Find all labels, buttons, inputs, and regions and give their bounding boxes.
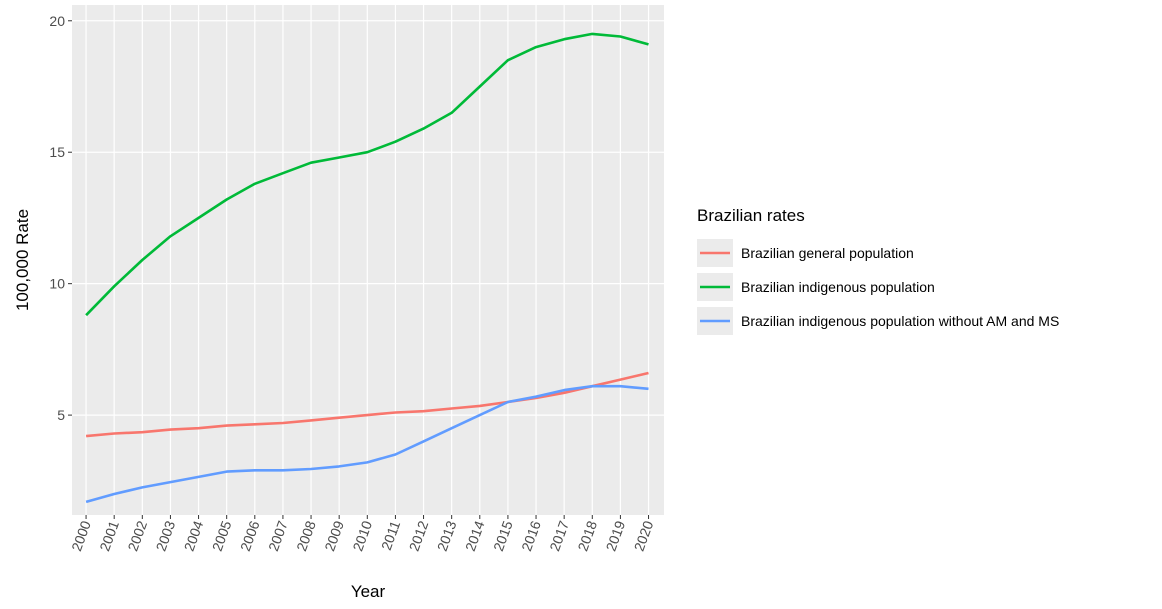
x-tick-label: 2016 <box>518 518 544 553</box>
data-line <box>85 32 649 317</box>
x-tick-label: 2017 <box>546 518 572 553</box>
x-tick-label: 2002 <box>124 518 150 553</box>
y-tick-label: 5 <box>57 407 65 423</box>
data-line <box>85 371 649 438</box>
y-tick-label: 15 <box>49 144 65 160</box>
x-tick-label: 2018 <box>574 518 600 553</box>
x-tick-label: 2003 <box>153 518 179 553</box>
y-tick-label: 10 <box>49 276 65 292</box>
x-tick-label: 2005 <box>209 518 235 553</box>
x-tick-label: 2010 <box>349 518 375 553</box>
x-tick-label: 2008 <box>293 518 319 553</box>
data-line <box>85 384 649 504</box>
x-tick-label: 2004 <box>181 518 207 553</box>
legend-label: Brazilian indigenous population without … <box>741 313 1059 329</box>
x-tick-label: 2006 <box>237 518 263 553</box>
x-tick-label: 2020 <box>631 518 657 553</box>
x-tick-label: 2011 <box>378 518 403 552</box>
legend-label: Brazilian indigenous population <box>741 279 935 295</box>
x-tick-label: 2015 <box>490 518 516 553</box>
x-tick-label: 2000 <box>68 518 94 553</box>
x-tick-label: 2019 <box>603 518 629 553</box>
x-tick-label: 2001 <box>96 518 122 553</box>
x-tick-label: 2013 <box>434 518 460 553</box>
legend-label: Brazilian general population <box>741 245 914 261</box>
y-tick-label: 20 <box>49 13 65 29</box>
x-tick-label: 2007 <box>265 518 291 553</box>
panel <box>72 5 664 515</box>
legend-title: Brazilian rates <box>697 206 805 225</box>
x-tick-label: 2009 <box>321 518 347 553</box>
y-axis-title: 100,000 Rate <box>13 209 32 311</box>
x-axis-title: Year <box>351 582 386 601</box>
x-tick-label: 2012 <box>406 518 432 553</box>
x-tick-label: 2014 <box>462 518 488 553</box>
